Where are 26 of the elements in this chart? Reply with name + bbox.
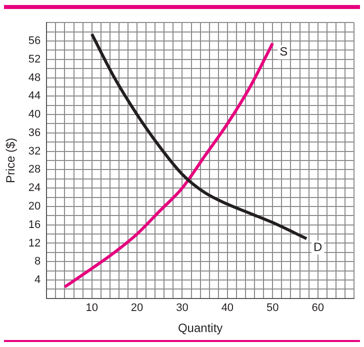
x-tick-label: 50 [266,302,279,314]
y-tick-label: 32 [28,145,41,158]
y-tick-label: 56 [28,35,41,48]
x-tick-label: 10 [86,302,98,314]
y-tick-label: 44 [28,90,41,102]
y-tick-label: 48 [28,72,41,84]
x-tick-label: 30 [176,302,188,314]
y-tick-label: 8 [34,256,41,268]
y-tick-label: 16 [28,218,41,231]
y-tick-label: 40 [28,108,41,121]
series-label: S [280,44,288,59]
y-tick-label: 4 [34,274,41,286]
y-tick-label: 24 [28,182,41,194]
y-tick-label: 20 [28,200,41,212]
y-tick-label: 36 [28,126,41,139]
x-tick-label: 20 [130,302,144,314]
x-axis-title: Quantity [178,321,223,336]
x-tick-label: 60 [312,302,324,314]
line-series [63,42,274,288]
y-axis-title: Price ($) [4,138,18,184]
series-label: D [314,240,323,254]
line-series [90,32,308,240]
y-tick-label: 28 [28,164,41,176]
y-tick-label: 12 [28,237,41,250]
x-tick-label: 40 [221,302,234,314]
y-tick-label: 52 [28,53,41,66]
